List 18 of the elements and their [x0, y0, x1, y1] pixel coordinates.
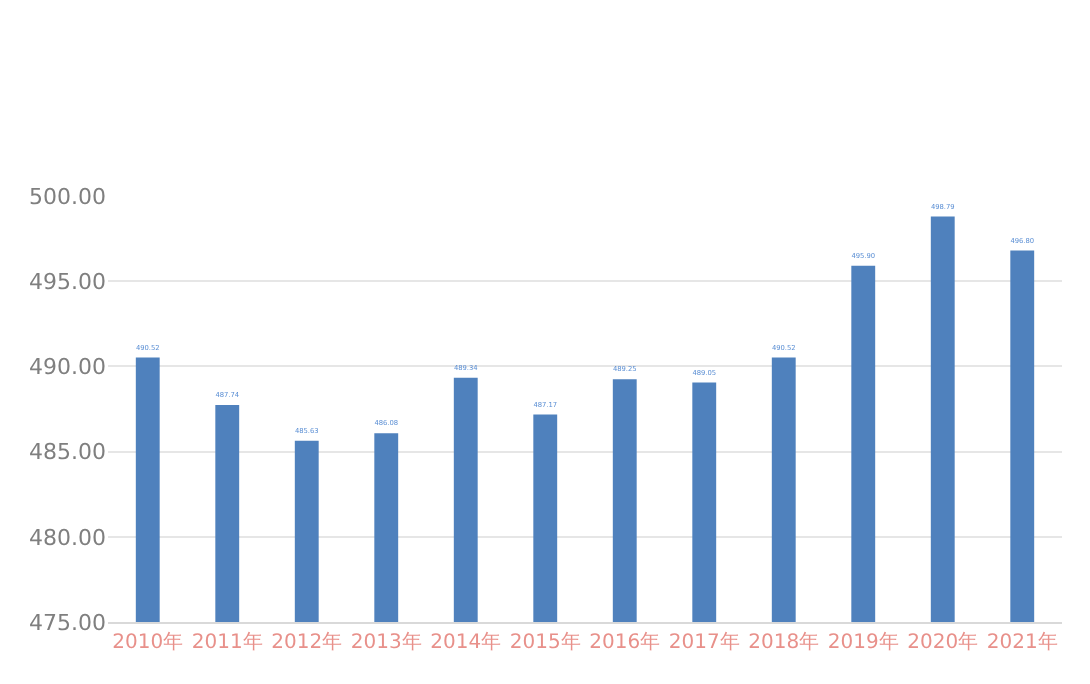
x-tick-label: 2014年 [430, 630, 502, 654]
x-tick-label: 2016年 [589, 630, 661, 654]
x-tick-label: 2012年 [271, 630, 343, 654]
x-tick-label: 2011年 [191, 630, 263, 654]
y-tick-label: 485.00 [29, 439, 106, 466]
y-tick-label: 475.00 [29, 609, 106, 636]
y-tick-label: 480.00 [29, 524, 106, 551]
x-tick-label: 2018年 [748, 630, 820, 654]
x-tick-label: 2020年 [907, 630, 979, 654]
x-tick-label: 2019年 [827, 630, 899, 654]
x-tick-label: 2017年 [668, 630, 740, 654]
x-tick-label: 2015年 [509, 630, 581, 654]
y-tick-label: 500.00 [29, 183, 106, 210]
x-tick-label: 2013年 [350, 630, 422, 654]
y-tick-label: 490.00 [29, 354, 106, 381]
x-tick-label: 2021年 [986, 630, 1058, 654]
y-tick-label: 495.00 [29, 268, 106, 295]
x-tick-label: 2010年 [112, 630, 184, 654]
